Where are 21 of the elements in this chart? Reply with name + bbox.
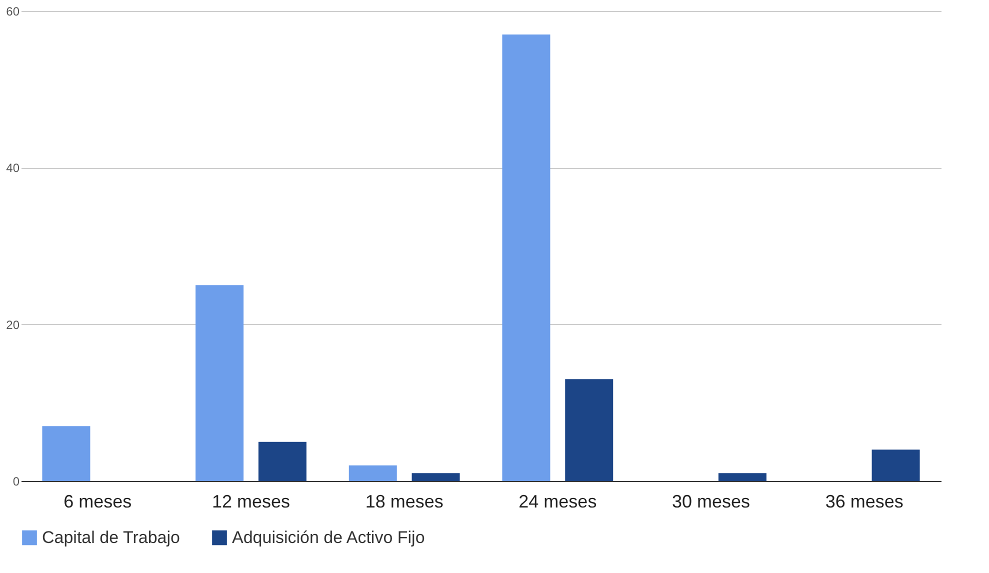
bar (42, 426, 90, 481)
y-tick-label: 60 (6, 4, 20, 18)
bar (872, 450, 920, 481)
x-tick-label: 6 meses (64, 492, 132, 512)
bar (258, 442, 306, 481)
x-tick-label: 24 meses (518, 492, 597, 512)
x-tick-label: 30 meses (672, 492, 750, 512)
x-tick-label: 36 meses (825, 492, 904, 512)
bar (412, 473, 460, 481)
legend-label: Capital de Trabajo (42, 528, 180, 547)
legend-label: Adquisición de Activo Fijo (232, 528, 425, 547)
x-tick-label: 12 meses (212, 492, 290, 512)
y-tick-label: 0 (12, 474, 20, 488)
y-tick-label: 40 (6, 161, 20, 176)
bar (196, 285, 244, 481)
bar (502, 34, 550, 481)
x-tick-label: 18 meses (365, 492, 444, 512)
y-tick-label: 20 (6, 318, 20, 332)
bar (565, 379, 614, 481)
bar (718, 473, 766, 481)
bar (348, 465, 397, 481)
